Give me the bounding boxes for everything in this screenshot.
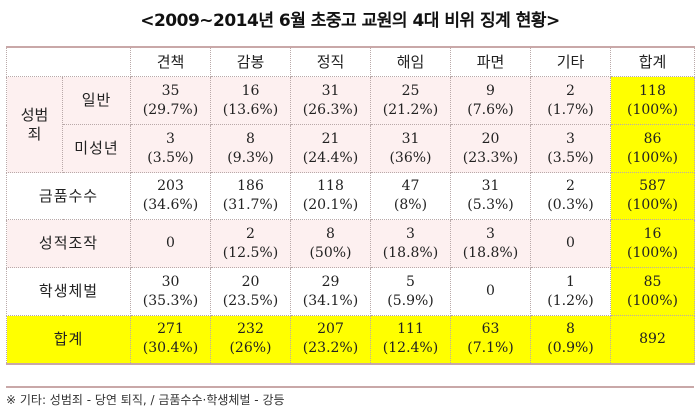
col-header: 파면 (450, 46, 531, 77)
table-cell: 3 (18.8%) (450, 219, 531, 268)
total-row: 합계 271 (30.4%) 232 (26%) 207 (23.2%) 111 (12… (6, 315, 695, 365)
table-cell: 31 (26.3%) (290, 76, 371, 125)
col-header: 감봉 (210, 46, 291, 77)
group-label: 성범죄 (6, 76, 63, 173)
table-row: 성범죄 일반 35 (29.7%) 16 (13.6%) 31 (26.3%) 25(… (6, 76, 695, 173)
col-header: 정직 (290, 46, 371, 77)
table-cell: 0 (130, 219, 211, 268)
total-cell: 587 (100%) (610, 172, 695, 220)
table-cell: 29 (34.1%) (290, 267, 371, 316)
table-cell: 31 (5.3%) (450, 172, 531, 220)
table-cell: 25 (21.2%) (370, 76, 451, 125)
col-header: 해임 (370, 46, 451, 77)
table-title: <2009~2014년 6월 초중고 교원의 4대 비위 징계 현황> (140, 11, 560, 31)
table-cell: 271 (30.4%) (130, 315, 211, 365)
table-row: 학생체벌 30 (35.3%) 20 (23.5%) 29 (34.1%) 5 (5.9… (6, 267, 695, 316)
col-header: 견책 (130, 46, 211, 77)
row-label: 학생체벌 (6, 267, 131, 316)
row-label: 금품수수 (6, 172, 131, 220)
table-cell: 20 (23.5%) (210, 267, 291, 316)
col-header: 합계 (610, 46, 695, 77)
table-cell: 47 (8%) (370, 172, 451, 220)
table-cell: 232 (26%) (210, 315, 291, 365)
table-cell: 2 (0.3%) (530, 172, 611, 220)
table-cell: 31 (36%) (370, 124, 451, 173)
table-cell: 30 (35.3%) (130, 267, 211, 316)
table-cell: 2 (12.5%) (210, 219, 291, 268)
table-cell: 5 (5.9%) (370, 267, 451, 316)
table-row: 성적조작 0 2 (12.5%) 8 (50%) 3 (18.8%) 3 (18.8%)… (6, 219, 695, 268)
total-cell: 16 (100%) (610, 219, 695, 268)
table-cell: 0 (450, 267, 531, 316)
table-cell: 118 (20.1%) (290, 172, 371, 220)
table-cell: 2 (1.7%) (530, 76, 611, 125)
table-row: 금품수수 203 (34.6%) 186 (31.7%) 118 (20.1%) 47… (6, 172, 695, 220)
col-header: 기타 (530, 46, 611, 77)
grand-total-cell: 892 (610, 315, 695, 365)
table-cell: 8 (0.9%) (530, 315, 611, 365)
table-cell: 3 (18.8%) (370, 219, 451, 268)
table-cell: 20 (23.3%) (450, 124, 531, 173)
row-label: 미성년 (62, 124, 131, 173)
total-cell: 85 (100%) (610, 267, 695, 316)
table-cell: 3 (3.5%) (530, 124, 611, 173)
footnote: ※ 기타: 성범죄 - 당연 퇴직, / 금품수수·학생체벌 - 강등 (6, 386, 694, 408)
table-row: 미성년 3 (3.5%) 8 (9.3%) 21 (24.4%) 31 (36%) 20… (7, 124, 695, 173)
table-cell: 3 (3.5%) (130, 124, 211, 173)
table-cell: 16 (13.6%) (210, 76, 291, 125)
table-cell: 8 (50%) (290, 219, 371, 268)
total-cell: 86 (100%) (610, 124, 695, 173)
table-cell: 207 (23.2%) (290, 315, 371, 365)
table-cell: 63 (7.1%) (450, 315, 531, 365)
row-label: 합계 (6, 315, 131, 365)
table-cell: 35 (29.7%) (130, 76, 211, 125)
table-cell: 0 (530, 219, 611, 268)
table-cell: 111 (12.4%) (370, 315, 451, 365)
table-cell: 8 (9.3%) (210, 124, 291, 173)
row-label: 성적조작 (6, 219, 131, 268)
discipline-table: 견책 감봉 정직 해임 파면 기타 합계 성범죄 일반 35 (29.7%) 16… (6, 46, 695, 365)
table-cell: 1 (1.2%) (530, 267, 611, 316)
row-label: 일반 (62, 76, 131, 125)
table-cell: 21 (24.4%) (290, 124, 371, 173)
header-corner (6, 46, 131, 77)
table-cell: 9 (7.6%) (450, 76, 531, 125)
table-cell: 186 (31.7%) (210, 172, 291, 220)
total-cell: 118 (100%) (610, 76, 695, 125)
table-cell: 203 (34.6%) (130, 172, 211, 220)
header-row: 견책 감봉 정직 해임 파면 기타 합계 (6, 46, 695, 77)
